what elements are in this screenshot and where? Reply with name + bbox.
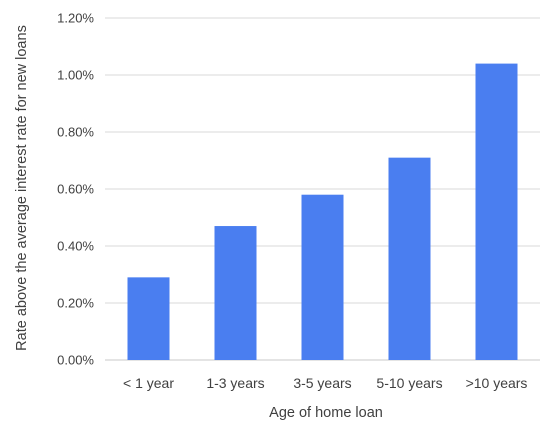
x-category-label: < 1 year bbox=[123, 375, 174, 391]
y-tick-label: 1.00% bbox=[57, 68, 94, 83]
x-category-label: 3-5 years bbox=[293, 375, 351, 391]
y-tick-label: 0.40% bbox=[57, 239, 94, 254]
y-tick-label: 0.80% bbox=[57, 125, 94, 140]
x-category-label: >10 years bbox=[466, 375, 528, 391]
y-axis-tick-labels: 0.00% 0.20% 0.40% 0.60% 0.80% 1.00% 1.20% bbox=[57, 11, 94, 368]
bar bbox=[127, 277, 170, 360]
bar bbox=[388, 157, 431, 360]
bar bbox=[475, 63, 518, 360]
x-axis-title: Age of home loan bbox=[269, 405, 383, 421]
bar bbox=[214, 226, 257, 360]
bars bbox=[127, 63, 518, 360]
x-category-label: 1-3 years bbox=[206, 375, 264, 391]
y-tick-label: 0.60% bbox=[57, 182, 94, 197]
bar bbox=[301, 194, 344, 360]
y-tick-label: 0.00% bbox=[57, 353, 94, 368]
x-axis-category-labels: < 1 year 1-3 years 3-5 years 5-10 years >10 … bbox=[123, 375, 527, 391]
y-tick-label: 1.20% bbox=[57, 11, 94, 26]
y-axis-title: Rate above the average interest rate for… bbox=[14, 25, 30, 351]
x-category-label: 5-10 years bbox=[376, 375, 442, 391]
y-tick-label: 0.20% bbox=[57, 296, 94, 311]
